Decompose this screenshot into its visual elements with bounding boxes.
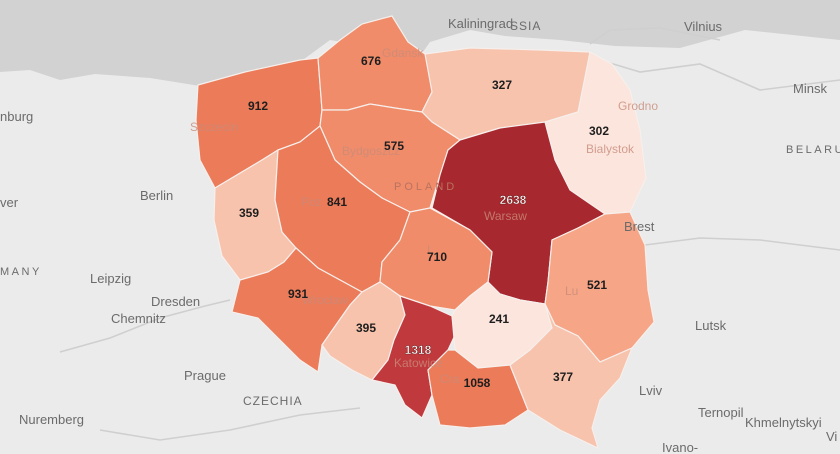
label-gdansk: Gdansk [382, 46, 424, 60]
label-belarus: BELARU [786, 144, 840, 156]
label-wroclaw: Wroclaw [302, 293, 348, 307]
label-lodz: L [427, 243, 434, 257]
value-swietokrzyskie: 241 [489, 312, 509, 326]
label-berlin: Berlin [140, 188, 173, 203]
border-lithuania [599, 59, 840, 91]
label-vinnytsia: Vi [826, 429, 837, 444]
label-prague: Prague [184, 368, 226, 383]
baltic-sea [0, 0, 840, 86]
label-hanover: ver [0, 195, 19, 210]
label-khmelnytskyi: Khmelnytskyi [745, 415, 822, 430]
label-nuremberg: Nuremberg [19, 412, 84, 427]
label-dresden: Dresden [151, 294, 200, 309]
label-kaliningrad: Kaliningrad [448, 16, 513, 31]
value-dolnoslaskie: 931 [288, 287, 308, 301]
label-ivano: Ivano- [662, 440, 698, 454]
poland-regions [195, 15, 655, 450]
region-podkarpackie [509, 303, 634, 450]
value-mazowieckie: 2638 [500, 193, 527, 207]
label-poznan: Poz [301, 195, 322, 209]
label-czechia: CZECHIA [243, 394, 303, 408]
label-bialystok: Bialystok [586, 142, 635, 156]
value-podkarpackie: 377 [553, 370, 573, 384]
label-katowice: Katowice [394, 356, 443, 370]
border-czechia-south [99, 407, 361, 441]
value-lubelskie: 521 [587, 278, 607, 292]
label-poland: POLAND [394, 181, 457, 193]
value-wielkopolskie: 841 [327, 195, 347, 209]
label-grodno: Grodno [618, 99, 658, 113]
value-lodzkie: 710 [427, 250, 447, 264]
label-minsk: Minsk [793, 81, 827, 96]
label-russia: SSIA [510, 19, 541, 33]
label-germany: MANY [0, 266, 42, 278]
label-lviv: Lviv [639, 383, 663, 398]
border-belarus-ukraine [644, 237, 840, 251]
label-brest: Brest [624, 219, 655, 234]
value-zachodniopomorskie: 912 [248, 99, 268, 113]
region-malopolskie [427, 349, 529, 429]
label-chemnitz: Chemnitz [111, 311, 166, 326]
value-malopolskie: 1058 [464, 376, 491, 390]
border-lithuania-north [589, 27, 721, 45]
label-bydgoszcz: Bydgoszcz [342, 144, 400, 158]
label-ternopil: Ternopil [698, 405, 744, 420]
value-opolskie: 395 [356, 321, 376, 335]
label-lutsk: Lutsk [695, 318, 727, 333]
value-pomorskie: 676 [361, 54, 381, 68]
value-podlaskie: 302 [589, 124, 609, 138]
label-lublin: Lu [565, 284, 578, 298]
label-warsaw: Warsaw [484, 209, 527, 223]
label-hamburg: nburg [0, 109, 33, 124]
label-vilnius: Vilnius [684, 19, 723, 34]
value-slaskie: 1318 [405, 343, 432, 357]
label-leipzig: Leipzig [90, 271, 131, 286]
value-lubuskie: 359 [239, 206, 259, 220]
value-kujawsko-pomorskie: 575 [384, 139, 404, 153]
label-szczecin: Szczecin [190, 120, 238, 134]
region-values: 912 676 327 302 575 2638 359 841 710 521… [239, 54, 609, 390]
place-labels: Kaliningrad SSIA Vilnius Minsk BELARU nb… [0, 16, 840, 454]
value-warminsko-mazurskie: 327 [492, 78, 512, 92]
border-germany-czechia [59, 299, 231, 353]
label-krakow: Cra [440, 372, 460, 386]
